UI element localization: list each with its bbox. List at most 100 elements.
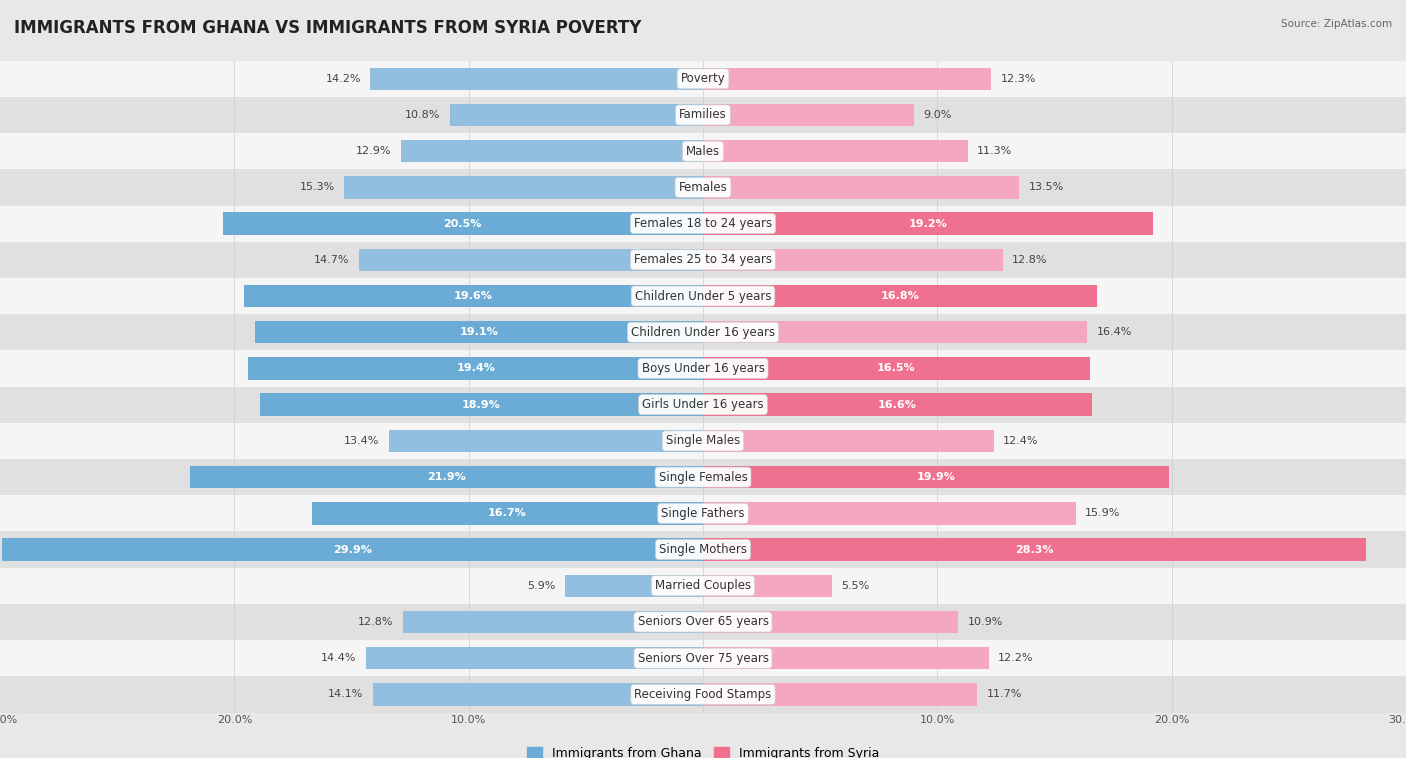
Bar <box>256 321 703 343</box>
Bar <box>0 169 1406 205</box>
Bar <box>703 176 1019 199</box>
Bar <box>703 357 1090 380</box>
Bar <box>0 350 1406 387</box>
Text: 19.2%: 19.2% <box>908 218 948 229</box>
Bar <box>243 285 703 307</box>
Text: Females 18 to 24 years: Females 18 to 24 years <box>634 217 772 230</box>
Text: 28.3%: 28.3% <box>1015 544 1054 555</box>
Text: 10.8%: 10.8% <box>405 110 440 120</box>
Bar <box>222 212 703 235</box>
Text: 14.7%: 14.7% <box>314 255 349 265</box>
Bar <box>401 140 703 162</box>
Text: 16.6%: 16.6% <box>879 399 917 409</box>
Bar <box>389 430 703 452</box>
Text: 12.8%: 12.8% <box>359 617 394 627</box>
Bar <box>703 466 1170 488</box>
Text: 12.4%: 12.4% <box>1002 436 1039 446</box>
Legend: Immigrants from Ghana, Immigrants from Syria: Immigrants from Ghana, Immigrants from S… <box>522 742 884 758</box>
Text: 5.5%: 5.5% <box>841 581 869 590</box>
Text: 19.9%: 19.9% <box>917 472 956 482</box>
Bar <box>0 242 1406 278</box>
Bar <box>0 205 1406 242</box>
Text: 16.7%: 16.7% <box>488 509 527 518</box>
Text: 29.9%: 29.9% <box>333 544 373 555</box>
Bar <box>0 278 1406 314</box>
Bar <box>565 575 703 597</box>
Bar <box>703 249 1002 271</box>
Bar <box>373 683 703 706</box>
Bar <box>190 466 703 488</box>
Bar <box>3 538 703 561</box>
Bar <box>366 647 703 669</box>
Bar <box>703 140 967 162</box>
Bar <box>344 176 703 199</box>
Text: Females: Females <box>679 181 727 194</box>
Text: 13.5%: 13.5% <box>1029 183 1064 193</box>
Bar <box>703 502 1076 525</box>
Bar <box>703 67 991 90</box>
Text: Married Couples: Married Couples <box>655 579 751 592</box>
Bar <box>450 104 703 126</box>
Text: 19.6%: 19.6% <box>454 291 492 301</box>
Text: 10.9%: 10.9% <box>967 617 1002 627</box>
Bar <box>0 314 1406 350</box>
Bar <box>703 104 914 126</box>
Text: 16.5%: 16.5% <box>877 364 915 374</box>
Text: Poverty: Poverty <box>681 72 725 85</box>
Bar <box>703 393 1092 416</box>
Bar <box>0 676 1406 713</box>
Text: 12.9%: 12.9% <box>356 146 391 156</box>
Bar <box>260 393 703 416</box>
Bar <box>703 538 1367 561</box>
Text: Single Fathers: Single Fathers <box>661 507 745 520</box>
Bar <box>0 133 1406 169</box>
Bar <box>0 387 1406 423</box>
Bar <box>0 640 1406 676</box>
Text: Females 25 to 34 years: Females 25 to 34 years <box>634 253 772 266</box>
Bar <box>703 285 1097 307</box>
Text: 14.1%: 14.1% <box>328 690 363 700</box>
Text: 12.3%: 12.3% <box>1001 74 1036 83</box>
Text: Single Males: Single Males <box>666 434 740 447</box>
Bar <box>703 647 988 669</box>
Text: Girls Under 16 years: Girls Under 16 years <box>643 398 763 411</box>
Text: 19.1%: 19.1% <box>460 327 499 337</box>
Bar <box>249 357 703 380</box>
Bar <box>703 611 959 633</box>
Text: Receiving Food Stamps: Receiving Food Stamps <box>634 688 772 701</box>
Bar <box>0 459 1406 495</box>
Text: 5.9%: 5.9% <box>527 581 555 590</box>
Bar <box>0 531 1406 568</box>
Text: Seniors Over 65 years: Seniors Over 65 years <box>637 615 769 628</box>
Text: 11.7%: 11.7% <box>987 690 1022 700</box>
Text: 21.9%: 21.9% <box>427 472 465 482</box>
Bar <box>404 611 703 633</box>
Bar <box>0 568 1406 604</box>
Text: Single Mothers: Single Mothers <box>659 543 747 556</box>
Text: 16.8%: 16.8% <box>880 291 920 301</box>
Text: Source: ZipAtlas.com: Source: ZipAtlas.com <box>1281 19 1392 29</box>
Text: Families: Families <box>679 108 727 121</box>
Text: Boys Under 16 years: Boys Under 16 years <box>641 362 765 375</box>
Bar <box>703 430 994 452</box>
Bar <box>370 67 703 90</box>
Text: Children Under 16 years: Children Under 16 years <box>631 326 775 339</box>
Bar <box>0 97 1406 133</box>
Text: 12.2%: 12.2% <box>998 653 1033 663</box>
Text: IMMIGRANTS FROM GHANA VS IMMIGRANTS FROM SYRIA POVERTY: IMMIGRANTS FROM GHANA VS IMMIGRANTS FROM… <box>14 19 641 37</box>
Text: Seniors Over 75 years: Seniors Over 75 years <box>637 652 769 665</box>
Text: Single Females: Single Females <box>658 471 748 484</box>
Text: 12.8%: 12.8% <box>1012 255 1047 265</box>
Bar <box>312 502 703 525</box>
Bar <box>703 683 977 706</box>
Text: 19.4%: 19.4% <box>457 364 495 374</box>
Text: 18.9%: 18.9% <box>463 399 501 409</box>
Text: 14.4%: 14.4% <box>321 653 356 663</box>
Text: 11.3%: 11.3% <box>977 146 1012 156</box>
Text: 13.4%: 13.4% <box>344 436 380 446</box>
Text: 14.2%: 14.2% <box>325 74 361 83</box>
Bar <box>703 575 832 597</box>
Bar <box>0 61 1406 97</box>
Text: 20.5%: 20.5% <box>444 218 482 229</box>
Text: Males: Males <box>686 145 720 158</box>
